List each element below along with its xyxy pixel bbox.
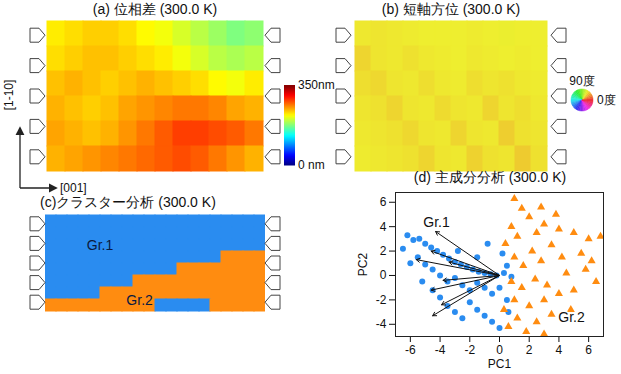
svg-text:PC2: PC2 [356,253,370,277]
svg-text:[1-10]: [1-10] [2,80,16,111]
svg-text:6: 6 [380,195,387,209]
svg-text:-2: -2 [464,343,475,357]
svg-text:Gr.2: Gr.2 [126,292,153,308]
svg-text:Gr.1: Gr.1 [423,214,450,230]
svg-text:(a) 位相差 (300.0 K): (a) 位相差 (300.0 K) [93,1,217,17]
svg-text:2: 2 [526,343,533,357]
svg-text:6: 6 [585,343,592,357]
svg-text:Gr.1: Gr.1 [87,237,114,253]
svg-text:Gr.2: Gr.2 [558,309,585,325]
svg-text:(b) 短軸方位 (300.0 K): (b) 短軸方位 (300.0 K) [382,1,520,17]
svg-text:-4: -4 [376,317,387,331]
svg-text:0度: 0度 [597,93,616,107]
svg-text:4: 4 [380,220,387,234]
svg-text:-4: -4 [435,343,446,357]
svg-text:4: 4 [556,343,563,357]
svg-text:0: 0 [380,268,387,282]
svg-text:0: 0 [496,343,503,357]
svg-text:[001]: [001] [60,181,87,195]
svg-text:90度: 90度 [569,74,594,88]
svg-text:-2: -2 [376,293,387,307]
svg-text:PC1: PC1 [488,357,512,371]
svg-text:2: 2 [380,244,387,258]
svg-text:350nm: 350nm [298,78,335,92]
svg-text:-6: -6 [405,343,416,357]
svg-text:(c)クラスター分析 (300.0 K): (c)クラスター分析 (300.0 K) [40,194,216,210]
svg-text:0 nm: 0 nm [298,158,325,172]
svg-text:(d) 主成分分析 (300.0 K): (d) 主成分分析 (300.0 K) [414,169,566,185]
